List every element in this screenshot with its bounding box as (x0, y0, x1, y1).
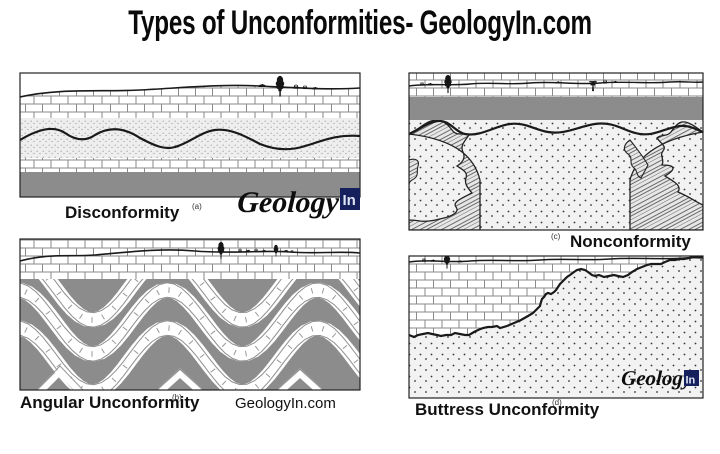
svg-text:In: In (343, 192, 356, 209)
svg-text:Nonconformity: Nonconformity (570, 232, 691, 251)
svg-text:(b): (b) (172, 393, 182, 402)
svg-text:Geology: Geology (237, 186, 341, 219)
svg-text:Buttress Unconformity: Buttress Unconformity (415, 400, 600, 419)
svg-text:(a): (a) (192, 202, 202, 211)
svg-text:In: In (686, 375, 696, 387)
svg-text:(c): (c) (551, 232, 561, 241)
svg-text:GeologyIn.com: GeologyIn.com (235, 395, 336, 412)
svg-text:Disconformity: Disconformity (65, 203, 180, 222)
svg-text:Geology: Geology (621, 366, 694, 390)
